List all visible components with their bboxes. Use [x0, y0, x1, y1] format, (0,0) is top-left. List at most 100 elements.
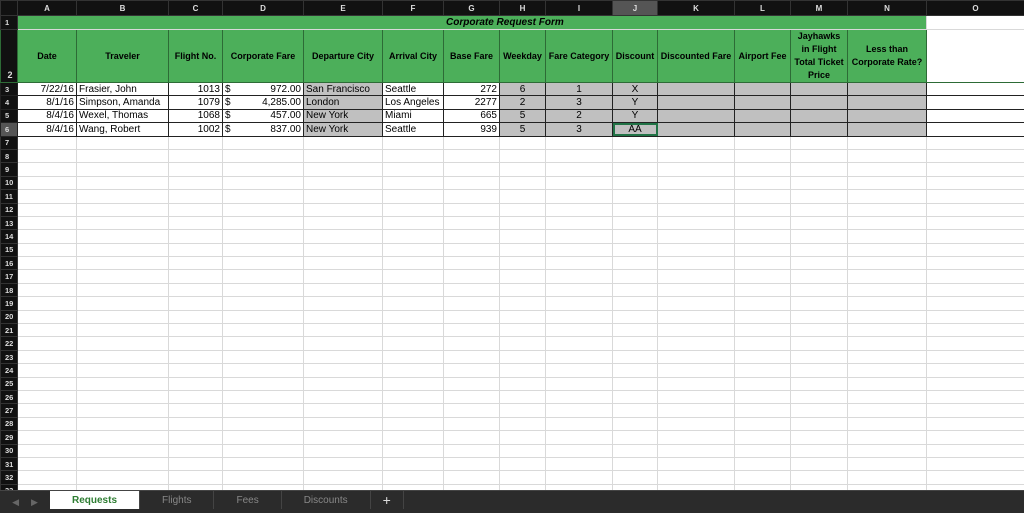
cell[interactable]: [76, 282, 169, 298]
cell[interactable]: [76, 256, 169, 271]
cell[interactable]: [222, 336, 304, 351]
cell[interactable]: [222, 363, 304, 378]
cell[interactable]: [222, 456, 304, 472]
cell[interactable]: [926, 296, 1024, 311]
cell[interactable]: [545, 282, 613, 298]
cell[interactable]: [657, 416, 735, 432]
less-than-corporate-cell[interactable]: [847, 108, 927, 124]
cell[interactable]: [222, 202, 304, 217]
cell[interactable]: [847, 309, 927, 325]
discount-cell[interactable]: Y: [612, 108, 658, 124]
cell[interactable]: [734, 269, 791, 284]
row-header[interactable]: 24: [0, 363, 18, 378]
cell[interactable]: [303, 135, 383, 150]
column-header-D[interactable]: D: [222, 0, 304, 16]
cell[interactable]: [382, 175, 444, 191]
row-header[interactable]: 16: [0, 256, 18, 271]
corporate-fare-cell[interactable]: $457.00: [222, 108, 304, 124]
cell[interactable]: [545, 135, 613, 150]
column-header-E[interactable]: E: [303, 0, 383, 16]
cell[interactable]: [734, 162, 791, 177]
column-header-O[interactable]: O: [926, 0, 1024, 16]
cell[interactable]: [303, 376, 383, 391]
fare-category-cell[interactable]: 1: [545, 81, 613, 97]
cell[interactable]: [222, 229, 304, 244]
cell[interactable]: [612, 349, 658, 365]
cell[interactable]: [847, 229, 927, 244]
row-header[interactable]: 26: [0, 389, 18, 405]
cell[interactable]: [545, 189, 613, 204]
cell[interactable]: [443, 229, 500, 244]
cell[interactable]: [382, 416, 444, 432]
cell[interactable]: [303, 470, 383, 485]
cell[interactable]: [734, 175, 791, 191]
row-header[interactable]: 30: [0, 443, 18, 458]
cell[interactable]: [612, 443, 658, 458]
cell[interactable]: [382, 470, 444, 485]
cell[interactable]: [657, 349, 735, 365]
cell[interactable]: [612, 282, 658, 298]
cell[interactable]: [847, 456, 927, 472]
cell[interactable]: [382, 202, 444, 217]
airport-fee-cell[interactable]: [734, 81, 791, 97]
cell[interactable]: [168, 470, 223, 485]
form-title[interactable]: Corporate Request Form: [17, 15, 927, 30]
cell[interactable]: [76, 416, 169, 432]
cell[interactable]: [303, 389, 383, 405]
column-header-A[interactable]: A: [17, 0, 77, 16]
cell[interactable]: [443, 148, 500, 164]
cell[interactable]: [926, 81, 1024, 97]
cell[interactable]: [168, 336, 223, 351]
cell[interactable]: [545, 175, 613, 191]
base-fare-cell[interactable]: 2277: [443, 95, 500, 110]
cell[interactable]: [17, 336, 77, 351]
cell[interactable]: [734, 229, 791, 244]
cell[interactable]: [443, 456, 500, 472]
cell[interactable]: [612, 215, 658, 231]
cell[interactable]: [443, 416, 500, 432]
cell[interactable]: [657, 336, 735, 351]
cell[interactable]: [734, 456, 791, 472]
column-title[interactable]: Discount: [612, 29, 658, 83]
cell[interactable]: [499, 376, 546, 391]
cell[interactable]: [17, 376, 77, 391]
cell[interactable]: [222, 296, 304, 311]
row-header[interactable]: 27: [0, 403, 18, 418]
cell[interactable]: [847, 336, 927, 351]
cell[interactable]: [443, 349, 500, 365]
weekday-cell[interactable]: 2: [499, 95, 546, 110]
cell[interactable]: [545, 456, 613, 472]
cell[interactable]: [847, 403, 927, 418]
cell[interactable]: [17, 175, 77, 191]
column-header-B[interactable]: B: [76, 0, 169, 16]
cell[interactable]: [657, 296, 735, 311]
cell[interactable]: [790, 256, 848, 271]
jayhawks-total-cell[interactable]: [790, 122, 848, 137]
cell[interactable]: [790, 189, 848, 204]
cell[interactable]: [847, 389, 927, 405]
cell[interactable]: [847, 430, 927, 445]
cell[interactable]: [545, 162, 613, 177]
cell[interactable]: [734, 215, 791, 231]
cell[interactable]: [382, 229, 444, 244]
add-sheet-button[interactable]: +: [371, 491, 404, 509]
cell[interactable]: [222, 162, 304, 177]
cell[interactable]: [790, 389, 848, 405]
row-header[interactable]: 5: [0, 108, 18, 124]
corporate-fare-cell[interactable]: $837.00: [222, 122, 304, 137]
cell[interactable]: [443, 403, 500, 418]
cell[interactable]: [657, 189, 735, 204]
cell[interactable]: [17, 309, 77, 325]
cell[interactable]: [499, 323, 546, 338]
cell[interactable]: [612, 323, 658, 338]
cell[interactable]: [926, 215, 1024, 231]
cell[interactable]: [382, 282, 444, 298]
cell[interactable]: [17, 242, 77, 258]
cell[interactable]: [926, 416, 1024, 432]
row-header[interactable]: 23: [0, 349, 18, 365]
cell[interactable]: [926, 202, 1024, 217]
cell[interactable]: [926, 256, 1024, 271]
cell[interactable]: [382, 148, 444, 164]
cell[interactable]: [612, 376, 658, 391]
cell[interactable]: [222, 416, 304, 432]
